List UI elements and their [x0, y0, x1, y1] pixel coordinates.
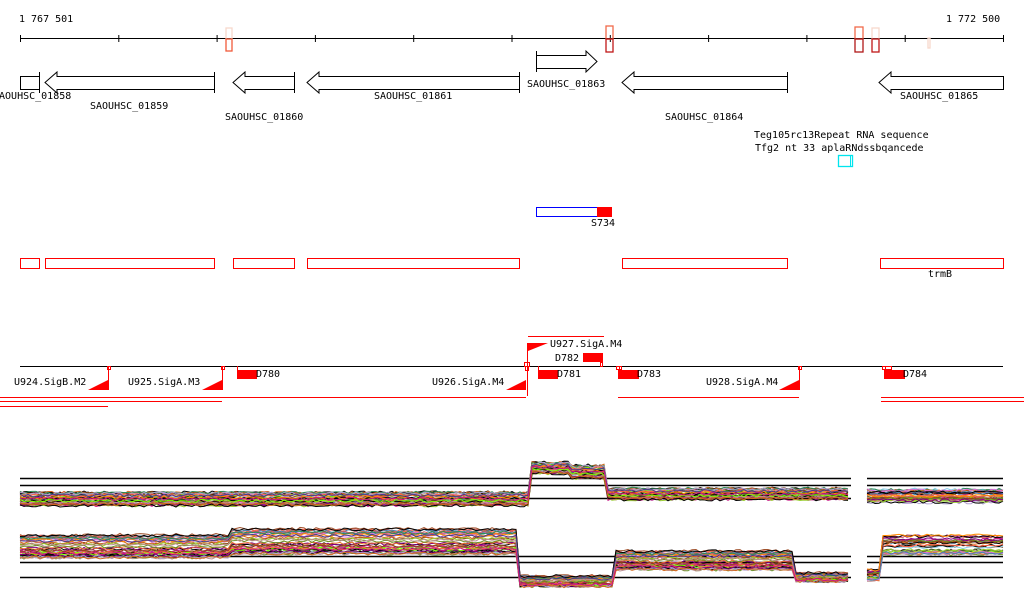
srna-S734[interactable]: [536, 207, 598, 217]
downstream-label: D784: [903, 369, 928, 380]
expression-line: [19, 461, 849, 495]
expression-line: [866, 537, 1004, 573]
gene-label[interactable]: SAOUHSC_01861: [374, 91, 453, 102]
gene-label[interactable]: SAOUHSC_01864: [665, 112, 744, 123]
expression-line: [866, 543, 1004, 578]
promoter-label: U926.SigA.M4: [432, 377, 505, 388]
overlapping-feature-label: Teg105rc13Repeat RNA sequence: [754, 130, 929, 141]
gene-SAOUHSC_01860[interactable]: [232, 70, 295, 95]
expression-line: [19, 461, 849, 496]
expression-line: [19, 464, 849, 500]
downstream-label: D783: [637, 369, 662, 380]
gene-label[interactable]: SAOUHSC_01865: [900, 91, 979, 102]
expression-line: [19, 471, 849, 508]
expression-line: [19, 527, 849, 579]
srna-S734-highlight: [597, 207, 612, 217]
expression-line: [19, 549, 849, 588]
expression-line: [19, 537, 849, 583]
downstream-label: D781: [557, 369, 582, 380]
expression-line: [866, 552, 1004, 581]
expression-line: [866, 543, 1004, 578]
gene-SAOUHSC_01864[interactable]: [621, 70, 788, 95]
expression-line: [866, 548, 1004, 580]
ruler: [20, 35, 1004, 42]
expression-line: [866, 499, 1004, 505]
gene-SAOUHSC_01858[interactable]: [20, 72, 40, 93]
srna-label: S734: [591, 218, 616, 229]
expression-line: [866, 496, 1004, 501]
gene-SAOUHSC_01865[interactable]: [878, 70, 1004, 95]
expression-line: [19, 463, 849, 498]
downstream-label: D780: [256, 369, 281, 380]
gene-SAOUHSC_01859[interactable]: [44, 70, 215, 95]
gene-label[interactable]: SAOUHSC_01863: [527, 79, 606, 90]
gene-label[interactable]: SAOUHSC_01860: [225, 112, 304, 123]
promoter-label: U928.SigA.M4: [706, 377, 779, 388]
expression-line: [19, 541, 849, 584]
gene-SAOUHSC_01863[interactable]: [536, 49, 598, 74]
expression-line: [866, 493, 1004, 498]
expression-line: [19, 537, 849, 583]
ruler-end-label: 1 772 500: [946, 14, 1001, 25]
expression-line: [19, 470, 849, 507]
promoter-label: U927.SigA.M4: [550, 339, 623, 350]
expression-line: [866, 488, 1004, 493]
expression-line: [19, 467, 849, 503]
ruler-start-label: 1 767 501: [19, 14, 74, 25]
repeat-feature[interactable]: [837, 154, 854, 168]
gene-label[interactable]: SAOUHSC_01858: [0, 91, 72, 102]
promoter-label: U924.SigB.M2: [14, 377, 87, 388]
expression-line: [19, 465, 849, 501]
promoter-label: U925.SigA.M3: [128, 377, 201, 388]
downstream-label: D782: [555, 353, 580, 364]
overlapping-feature-label: Tfg2 nt 33 aplaRNdssbqancede: [755, 143, 924, 154]
expression-line: [19, 546, 849, 587]
expression-line: [20, 547, 849, 587]
gene-label[interactable]: SAOUHSC_01859: [90, 101, 169, 112]
expression-line: [19, 544, 849, 586]
operon-track: [20, 258, 1004, 269]
expression-line: [866, 487, 1004, 492]
expression-line: [866, 498, 1004, 503]
expression-tracks: [19, 460, 1004, 589]
expression-line: [19, 530, 849, 580]
gene-SAOUHSC_01861[interactable]: [306, 70, 520, 95]
ruler-markers: [225, 25, 931, 53]
expression-line: [19, 533, 849, 581]
transcription-track: [0, 336, 1024, 407]
expression-line: [866, 551, 1004, 581]
expression-line: [866, 538, 1004, 575]
expression-line: [866, 533, 1004, 572]
expression-line: [20, 551, 849, 589]
expression-line: [866, 490, 1004, 495]
operon-label: trmB: [928, 269, 953, 280]
